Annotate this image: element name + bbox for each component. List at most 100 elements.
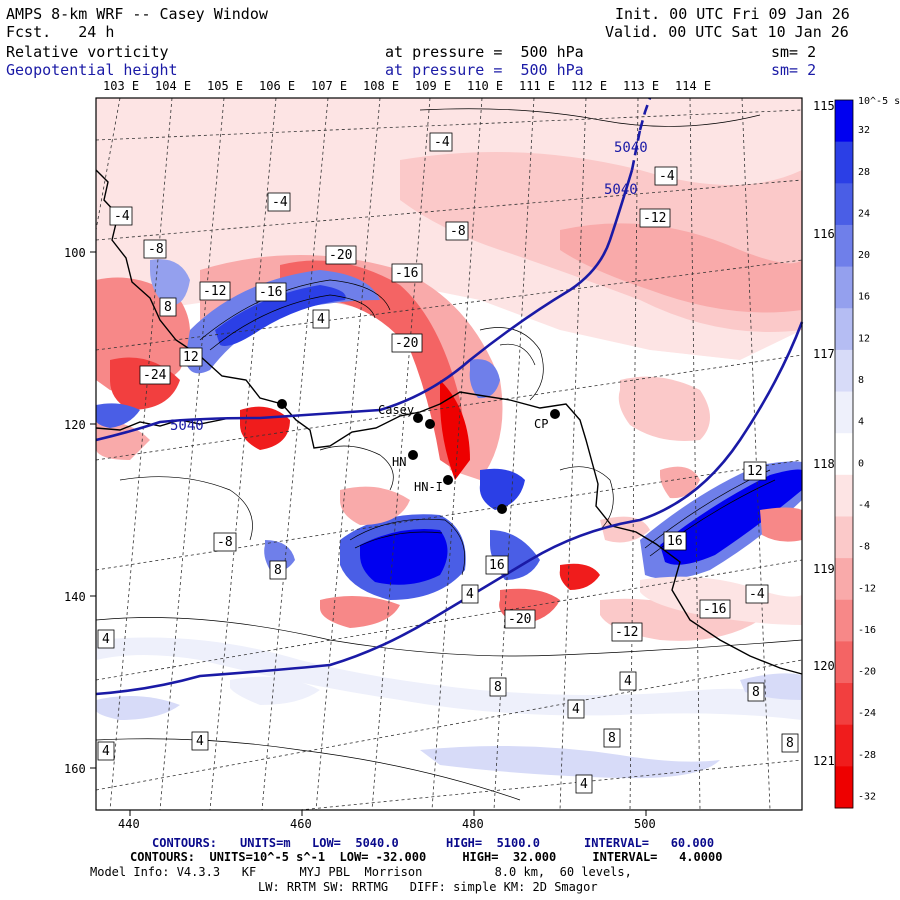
vort-label-box: 4	[575, 774, 593, 794]
vort-label: 8	[274, 563, 282, 578]
vort-label-box: 8	[159, 297, 177, 317]
vort-label: 8	[752, 685, 760, 700]
lon-label: 107 E	[311, 79, 347, 93]
vort-label-box: -4	[109, 206, 133, 226]
vort-label-box: -4	[654, 166, 678, 186]
vort-label-box: -8	[213, 532, 237, 552]
station-marker	[408, 450, 418, 460]
height-label: 5040	[170, 418, 204, 434]
colorbar-swatch	[835, 141, 853, 184]
colorbar-swatch	[835, 183, 853, 226]
vort-label: 8	[494, 680, 502, 695]
colorbar-unit: 10^-5 s^-1	[858, 96, 900, 107]
colorbar-swatch	[835, 683, 853, 726]
vort-label-box: -12	[611, 622, 643, 642]
coastline	[95, 169, 803, 675]
vort-label: 12	[747, 464, 763, 479]
colorbar-tick: -8	[858, 542, 870, 553]
top-lon-labels: 103 E 104 E 105 E 106 E 107 E 108 E 109 …	[103, 79, 711, 93]
vort-label: -8	[217, 535, 233, 550]
footer-height-label: CONTOURS:	[152, 836, 218, 850]
vort-label: -4	[659, 169, 675, 184]
colorbar-tick: 8	[858, 375, 864, 386]
vort-label-box: -16	[255, 282, 287, 302]
station-marker	[277, 399, 287, 409]
x-tick: 480	[462, 817, 484, 831]
vort-label-box: -4	[429, 132, 453, 152]
vort-label: -4	[434, 135, 450, 150]
lon-label: 112 E	[571, 79, 607, 93]
vort-label: -8	[148, 242, 164, 257]
vort-label: 4	[317, 312, 325, 327]
vort-label-box: 4	[97, 741, 115, 761]
vort-label: -4	[272, 195, 288, 210]
vort-label: 8	[608, 731, 616, 746]
y-tick: 140	[64, 590, 86, 604]
colorbar-swatch	[835, 641, 853, 684]
height-contours	[95, 97, 804, 696]
lon-label: 103 E	[103, 79, 139, 93]
colorbar-swatch	[835, 433, 853, 476]
station-label-cp: CP	[534, 417, 548, 431]
vort-label: -12	[203, 284, 226, 299]
init-time: Init. 00 UTC Fri 09 Jan 26	[615, 5, 850, 23]
colorbar-tick: -32	[858, 792, 876, 803]
colorbar-tick: 28	[858, 167, 870, 178]
vort-label: 4	[102, 744, 110, 759]
station-marker	[443, 475, 453, 485]
colorbar-swatch	[835, 349, 853, 393]
vort-label-box: -20	[504, 609, 536, 629]
lon-label: 110 E	[467, 79, 503, 93]
footer-height-high: HIGH= 5100.0	[446, 836, 540, 850]
vort-label: -20	[395, 336, 418, 351]
colorbar-swatch	[835, 391, 853, 434]
field2-name: Geopotential height	[6, 61, 178, 79]
colorbar-swatch	[835, 599, 853, 642]
vort-label-box: -8	[143, 239, 167, 259]
vort-label-box: -12	[199, 281, 231, 301]
colorbar: 32 28 24 20 16 12 8 4 0 -4 -8 -12 -16 -20 -24 -28 -32	[834, 99, 876, 809]
vort-label-box: -20	[325, 245, 357, 265]
vort-label-box: 4	[567, 699, 585, 719]
vort-label: -20	[508, 612, 531, 627]
vort-label-box: 8	[269, 560, 287, 580]
colorbar-tick: 24	[858, 208, 870, 219]
vort-label: 4	[572, 702, 580, 717]
vort-label: 16	[489, 558, 505, 573]
colorbar-swatch	[835, 558, 853, 601]
x-tick: 500	[634, 817, 656, 831]
vort-label: -20	[329, 248, 352, 263]
field2-pressure: at pressure = 500 hPa	[385, 61, 584, 79]
station-label-casey: Casey	[378, 403, 414, 417]
lon-label: 108 E	[363, 79, 399, 93]
vort-label: 12	[183, 350, 199, 365]
vort-label-box: -4	[745, 584, 769, 604]
lon-label: 104 E	[155, 79, 191, 93]
vort-label-box: 8	[781, 733, 799, 753]
vort-label: -16	[703, 602, 726, 617]
colorbar-tick: 20	[858, 250, 870, 261]
vort-label-box: 12	[179, 347, 203, 367]
colorbar-tick: -16	[858, 625, 876, 636]
colorbar-tick: -4	[858, 500, 870, 511]
vorticity-labels: -4 -4 -4 -8 -12 -16 -20 -24 4 8 12 16 -4…	[97, 132, 799, 794]
colorbar-tick: 0	[858, 458, 864, 469]
colorbar-tick: -24	[858, 708, 876, 719]
lon-label: 109 E	[415, 79, 451, 93]
lon-label: 111 E	[519, 79, 555, 93]
colorbar-swatch	[835, 224, 853, 268]
lon-label: 113 E	[623, 79, 659, 93]
station-marker	[425, 419, 435, 429]
lon-label: 114 E	[675, 79, 711, 93]
vort-label: 16	[667, 534, 683, 549]
vort-label: -8	[450, 224, 466, 239]
y-tick: 100	[64, 246, 86, 260]
vorticity-contours	[96, 108, 802, 801]
vort-label: 8	[164, 300, 172, 315]
lon-label: 105 E	[207, 79, 243, 93]
colorbar-tick: -20	[858, 667, 876, 678]
colorbar-tick: 4	[858, 417, 864, 428]
footer-model-info: Model Info: V4.3.3 KF MYJ PBL Morrison 8…	[90, 865, 632, 879]
lon-label: 106 E	[259, 79, 295, 93]
